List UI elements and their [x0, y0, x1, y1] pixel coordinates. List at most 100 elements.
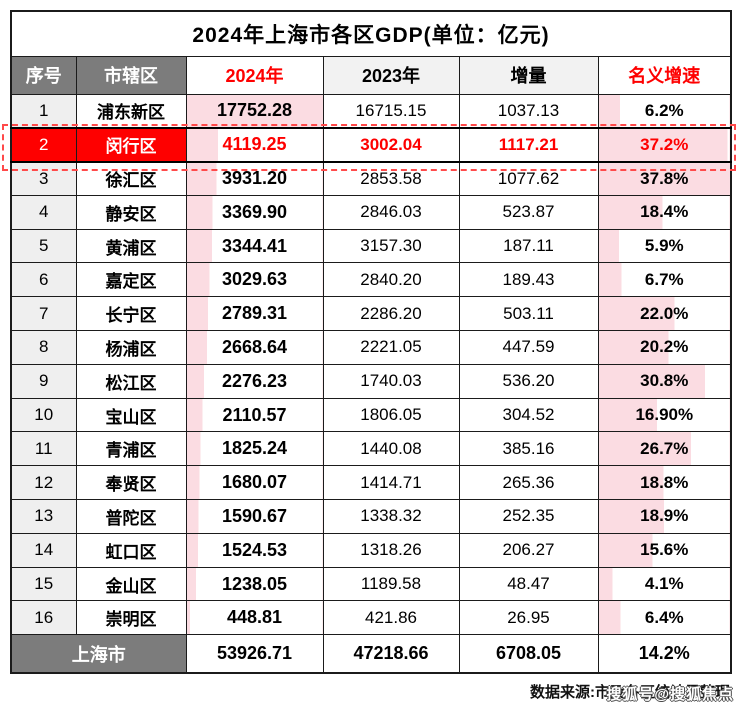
gdp-2023-cell: 3002.04	[322, 126, 460, 163]
growth-cell: 20.2%	[597, 330, 732, 365]
district-cell: 普陀区	[75, 499, 187, 534]
gdp-table: 2024年上海市各区GDP(单位：亿元) 序号 市辖区 2024年 2023年 …	[10, 10, 733, 674]
growth-cell: 18.8%	[597, 465, 732, 501]
total-gdp-2024-cell: 53926.71	[185, 634, 324, 674]
district-cell: 虹口区	[75, 532, 187, 568]
rank-cell: 8	[10, 330, 77, 365]
table-row: 6 嘉定区 3029.63 2840.20 189.43 6.7%	[10, 262, 732, 298]
growth-cell: 6.4%	[597, 600, 732, 636]
gdp-2023-cell: 2221.05	[322, 330, 460, 365]
gdp-2023-cell: 2286.20	[322, 296, 460, 332]
table-row: 16 崇明区 448.81 421.86 26.95 6.4%	[10, 600, 732, 636]
rank-cell: 13	[10, 499, 77, 534]
rank-cell: 3	[10, 161, 77, 196]
growth-cell: 6.2%	[597, 93, 732, 129]
growth-cell: 18.4%	[597, 194, 732, 230]
data-source-text: 数据来源:市及各区统计局整理	[530, 684, 730, 701]
increase-cell: 1037.13	[458, 93, 599, 129]
gdp-2024-cell: 3344.41	[185, 228, 324, 264]
table-row: 11 青浦区 1825.24 1440.08 385.16 26.7%	[10, 431, 732, 467]
table-row: 4 静安区 3369.90 2846.03 523.87 18.4%	[10, 194, 732, 230]
district-cell: 嘉定区	[75, 262, 187, 298]
gdp-2023-cell: 1740.03	[322, 363, 460, 399]
growth-cell: 6.7%	[597, 262, 732, 298]
table-row: 9 松江区 2276.23 1740.03 536.20 30.8%	[10, 363, 732, 399]
rank-cell: 14	[10, 532, 77, 568]
gdp-2024-cell: 4119.25	[185, 126, 324, 163]
rank-cell: 10	[10, 397, 77, 433]
increase-cell: 252.35	[458, 499, 599, 534]
rank-cell: 7	[10, 296, 77, 332]
rank-cell: 4	[10, 194, 77, 230]
increase-cell: 503.11	[458, 296, 599, 332]
rank-cell: 9	[10, 363, 77, 399]
table-row: 14 虹口区 1524.53 1318.26 206.27 15.6%	[10, 532, 732, 568]
gdp-2024-cell: 2110.57	[185, 397, 324, 433]
watermark-text: 搜狐号@搜狐焦点	[606, 686, 734, 703]
growth-cell: 26.7%	[597, 431, 732, 467]
table-row: 5 黄浦区 3344.41 3157.30 187.11 5.9%	[10, 228, 732, 264]
col-header-rank: 序号	[10, 55, 77, 95]
table-row: 12 奉贤区 1680.07 1414.71 265.36 18.8%	[10, 465, 732, 501]
increase-cell: 523.87	[458, 194, 599, 230]
table-row: 15 金山区 1238.05 1189.58 48.47 4.1%	[10, 566, 732, 602]
gdp-2023-cell: 1189.58	[322, 566, 460, 602]
header-row: 序号 市辖区 2024年 2023年 增量 名义增速	[10, 55, 732, 95]
increase-cell: 304.52	[458, 397, 599, 433]
col-header-2023: 2023年	[322, 55, 460, 95]
table-row: 10 宝山区 2110.57 1806.05 304.52 16.90%	[10, 397, 732, 433]
gdp-2023-cell: 1414.71	[322, 465, 460, 501]
table-row: 1 浦东新区 17752.28 16715.15 1037.13 6.2%	[10, 93, 732, 129]
growth-cell: 18.9%	[597, 499, 732, 534]
increase-cell: 206.27	[458, 532, 599, 568]
rank-cell: 1	[10, 93, 77, 129]
rank-cell: 6	[10, 262, 77, 298]
rank-cell: 2	[10, 126, 77, 163]
district-cell: 崇明区	[75, 600, 187, 636]
gdp-2024-cell: 448.81	[185, 600, 324, 636]
district-cell: 闵行区	[75, 126, 187, 163]
gdp-2024-cell: 2668.64	[185, 330, 324, 365]
gdp-2024-cell: 1825.24	[185, 431, 324, 467]
district-cell: 奉贤区	[75, 465, 187, 501]
gdp-2023-cell: 1440.08	[322, 431, 460, 467]
gdp-2023-cell: 1806.05	[322, 397, 460, 433]
gdp-2024-cell: 2789.31	[185, 296, 324, 332]
growth-cell: 4.1%	[597, 566, 732, 602]
district-cell: 静安区	[75, 194, 187, 230]
district-cell: 杨浦区	[75, 330, 187, 365]
increase-cell: 265.36	[458, 465, 599, 501]
growth-cell: 5.9%	[597, 228, 732, 264]
table-row: 2 闵行区 4119.25 3002.04 1117.21 37.2%	[10, 126, 732, 163]
gdp-2024-cell: 3931.20	[185, 161, 324, 196]
col-header-increase: 增量	[458, 55, 599, 95]
gdp-2024-cell: 2276.23	[185, 363, 324, 399]
rank-cell: 11	[10, 431, 77, 467]
district-cell: 金山区	[75, 566, 187, 602]
increase-cell: 189.43	[458, 262, 599, 298]
gdp-2023-cell: 16715.15	[322, 93, 460, 129]
gdp-2024-cell: 1238.05	[185, 566, 324, 602]
col-header-growth: 名义增速	[597, 55, 732, 95]
rank-cell: 16	[10, 600, 77, 636]
gdp-2023-cell: 2840.20	[322, 262, 460, 298]
gdp-2024-cell: 1680.07	[185, 465, 324, 501]
district-cell: 青浦区	[75, 431, 187, 467]
increase-cell: 385.16	[458, 431, 599, 467]
table-row: 7 长宁区 2789.31 2286.20 503.11 22.0%	[10, 296, 732, 332]
district-cell: 宝山区	[75, 397, 187, 433]
gdp-2024-cell: 1590.67	[185, 499, 324, 534]
table-title: 2024年上海市各区GDP(单位：亿元)	[10, 10, 732, 57]
gdp-2023-cell: 2853.58	[322, 161, 460, 196]
total-row: 上海市 53926.71 47218.66 6708.05 14.2%	[10, 634, 732, 674]
growth-cell: 30.8%	[597, 363, 732, 399]
col-header-district: 市辖区	[75, 55, 187, 95]
rank-cell: 5	[10, 228, 77, 264]
district-cell: 松江区	[75, 363, 187, 399]
district-cell: 黄浦区	[75, 228, 187, 264]
total-growth-cell: 14.2%	[597, 634, 732, 674]
increase-cell: 1117.21	[458, 126, 599, 163]
total-label-cell: 上海市	[10, 634, 187, 674]
gdp-2024-cell: 3369.90	[185, 194, 324, 230]
gdp-2023-cell: 2846.03	[322, 194, 460, 230]
